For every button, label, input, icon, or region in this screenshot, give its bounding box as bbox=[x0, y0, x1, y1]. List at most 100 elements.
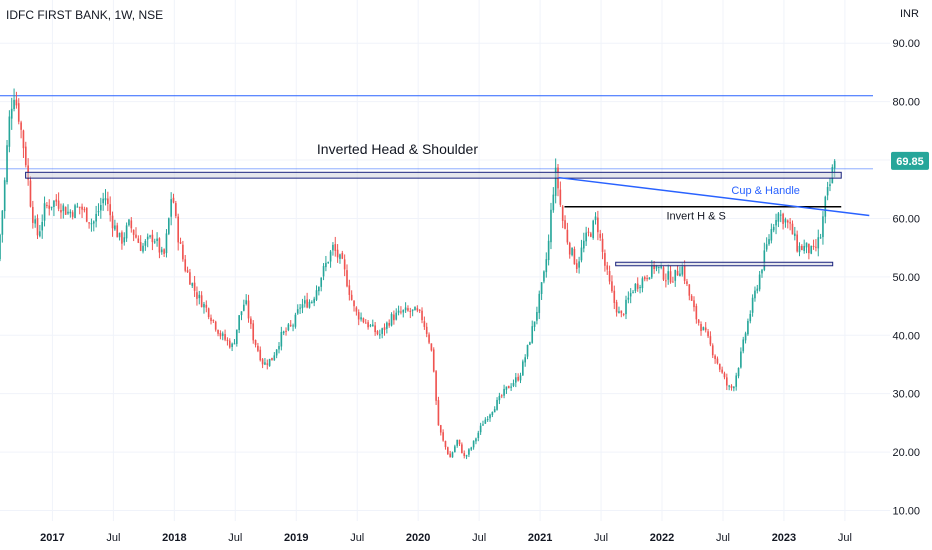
candle bbox=[428, 334, 430, 343]
candle bbox=[210, 317, 212, 322]
candle bbox=[590, 233, 592, 237]
candle bbox=[573, 248, 576, 265]
candle bbox=[334, 244, 337, 251]
candle bbox=[533, 321, 536, 327]
candle bbox=[76, 206, 79, 208]
candle bbox=[636, 283, 639, 289]
candle bbox=[812, 245, 815, 248]
candle bbox=[456, 439, 459, 446]
candle bbox=[723, 373, 726, 378]
candle bbox=[707, 331, 709, 337]
candle bbox=[409, 310, 412, 313]
candle bbox=[765, 244, 768, 250]
candle bbox=[107, 198, 109, 205]
candle bbox=[578, 261, 580, 268]
candle bbox=[425, 326, 428, 334]
candle bbox=[353, 300, 355, 307]
candle bbox=[625, 299, 627, 315]
y-tick-label: 50.00 bbox=[892, 272, 920, 284]
candle bbox=[339, 254, 341, 259]
x-tick-label: Jul bbox=[472, 532, 486, 544]
candle bbox=[156, 238, 158, 242]
candle bbox=[13, 99, 15, 110]
candle bbox=[768, 239, 770, 245]
candle bbox=[381, 328, 383, 334]
candle bbox=[763, 250, 766, 270]
candle bbox=[60, 209, 62, 213]
candle bbox=[139, 242, 142, 251]
candle bbox=[810, 245, 813, 254]
candle bbox=[390, 314, 393, 326]
candle bbox=[801, 245, 803, 251]
candle bbox=[728, 385, 730, 387]
candle bbox=[620, 310, 623, 314]
candle bbox=[163, 249, 165, 254]
candle bbox=[78, 206, 81, 208]
y-tick-label: 20.00 bbox=[892, 447, 920, 459]
candle bbox=[451, 452, 454, 458]
candle bbox=[109, 204, 112, 216]
candle bbox=[643, 277, 646, 280]
candle bbox=[214, 321, 217, 330]
candle bbox=[514, 377, 517, 383]
candle bbox=[597, 217, 599, 233]
candle bbox=[749, 313, 752, 322]
candle bbox=[205, 304, 208, 308]
candle bbox=[777, 213, 780, 222]
candle bbox=[730, 385, 733, 388]
candle bbox=[524, 357, 527, 363]
candle bbox=[432, 349, 435, 372]
candle bbox=[648, 277, 651, 280]
candle bbox=[655, 265, 658, 269]
candle bbox=[50, 206, 53, 208]
candle bbox=[362, 318, 365, 323]
candle bbox=[364, 322, 367, 324]
candle bbox=[519, 375, 522, 381]
candle bbox=[477, 432, 480, 439]
candle bbox=[135, 234, 137, 238]
candle bbox=[289, 324, 292, 326]
candle bbox=[235, 329, 238, 344]
y-tick-label: 10.00 bbox=[892, 505, 920, 517]
candle bbox=[266, 363, 269, 365]
candle bbox=[196, 292, 198, 299]
candle bbox=[629, 293, 632, 297]
candle bbox=[531, 326, 534, 343]
candle bbox=[479, 425, 482, 433]
candle bbox=[303, 300, 306, 304]
candle bbox=[22, 130, 25, 149]
candle bbox=[442, 432, 444, 441]
candle bbox=[594, 216, 597, 221]
candle bbox=[350, 294, 353, 300]
candle bbox=[554, 167, 557, 196]
candle bbox=[526, 344, 529, 357]
candle bbox=[688, 284, 691, 296]
trend-line bbox=[558, 176, 870, 217]
candle bbox=[700, 324, 702, 332]
candle bbox=[826, 187, 829, 196]
candle bbox=[552, 194, 555, 211]
candle bbox=[568, 242, 571, 255]
candle bbox=[92, 221, 95, 224]
candle bbox=[177, 216, 180, 243]
x-tick-label: 2023 bbox=[772, 532, 796, 544]
y-tick-label: 60.00 bbox=[892, 213, 920, 225]
candle bbox=[491, 411, 494, 416]
candle bbox=[718, 363, 721, 370]
candle bbox=[681, 266, 684, 275]
x-tick-label: 2021 bbox=[528, 532, 552, 544]
candle bbox=[393, 314, 395, 321]
candle bbox=[29, 180, 32, 207]
candle bbox=[62, 205, 65, 212]
x-tick-label: 2018 bbox=[162, 532, 186, 544]
candle bbox=[64, 207, 67, 215]
candle bbox=[407, 308, 409, 311]
candle bbox=[221, 333, 224, 336]
candle bbox=[299, 307, 301, 309]
candle bbox=[43, 203, 46, 221]
candle bbox=[789, 222, 791, 224]
candle bbox=[322, 266, 325, 277]
candle bbox=[454, 446, 456, 453]
candle bbox=[503, 388, 505, 396]
